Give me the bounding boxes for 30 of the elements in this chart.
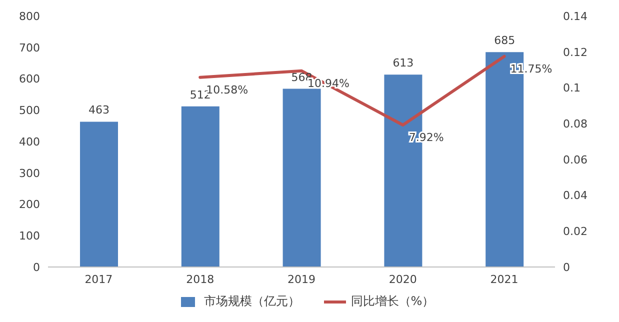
y-tick-label: 500 bbox=[19, 104, 40, 118]
y-tick-label: 200 bbox=[19, 198, 40, 212]
data-label: 613 bbox=[392, 56, 414, 70]
y-tick-label: 0 bbox=[33, 260, 40, 274]
y2-tick-label: 0.08 bbox=[563, 117, 588, 130]
y2-tick-label: 0.1 bbox=[563, 82, 580, 95]
data-label: 463 bbox=[88, 104, 110, 117]
y-tick-label: 600 bbox=[19, 72, 40, 86]
legend-label: 市场规模（亿元） bbox=[202, 293, 300, 310]
bar bbox=[282, 88, 321, 267]
y-tick-label: 800 bbox=[19, 10, 40, 23]
x-tick-label: 2021 bbox=[490, 272, 518, 286]
y2-tick-label: 0.04 bbox=[563, 189, 588, 202]
y-tick-label: 400 bbox=[19, 135, 40, 148]
y-tick-label: 300 bbox=[19, 166, 40, 180]
y2-tick-label: 0.12 bbox=[563, 46, 588, 59]
y2-tick-label: 0.06 bbox=[563, 153, 588, 166]
x-tick-label: 2018 bbox=[186, 272, 214, 286]
y2-tick-label: 0 bbox=[563, 260, 570, 274]
y-tick-label: 100 bbox=[19, 230, 40, 243]
x-tick-label: 2017 bbox=[84, 272, 113, 286]
bar bbox=[181, 106, 220, 267]
legend-label: 同比增长（%） bbox=[350, 293, 434, 310]
x-tick-label: 2019 bbox=[288, 272, 316, 286]
y2-tick-label: 0.02 bbox=[563, 225, 588, 238]
y-tick-label: 700 bbox=[19, 41, 40, 54]
data-label: 685 bbox=[494, 34, 516, 48]
bar bbox=[80, 122, 118, 267]
x-tick-label: 2020 bbox=[388, 272, 417, 286]
y2-tick-label: 0.14 bbox=[563, 10, 588, 23]
